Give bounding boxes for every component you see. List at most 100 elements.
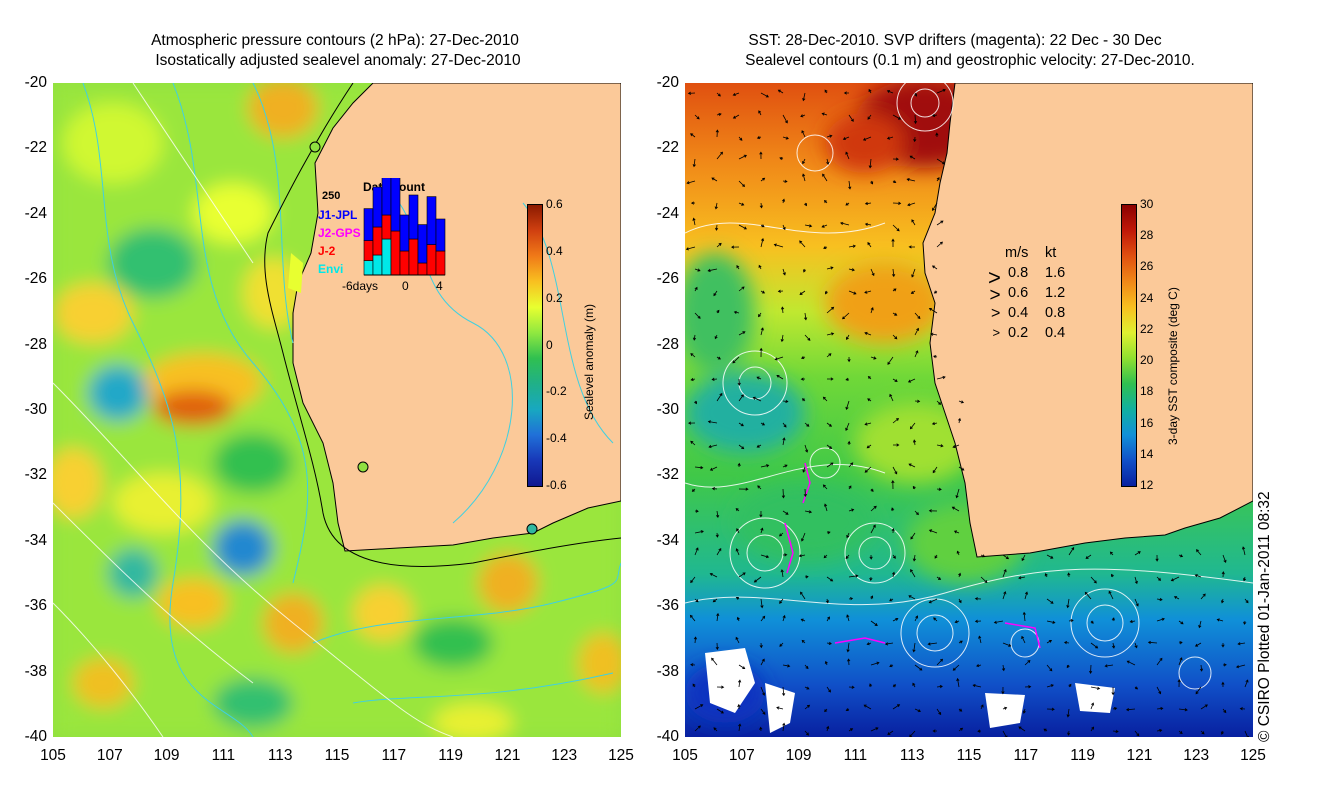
velocity-arrow xyxy=(716,309,720,314)
velocity-arrow xyxy=(866,444,872,449)
velocity-arrow xyxy=(780,306,785,314)
velocity-legend-arrow-icon: > xyxy=(991,305,1001,322)
tide-gauge-marker xyxy=(309,141,321,153)
left-pressure-contours xyxy=(82,83,621,737)
right-land xyxy=(922,83,1253,558)
velocity-arrow xyxy=(779,598,784,604)
velocity-arrow xyxy=(843,91,849,95)
velocity-arrow xyxy=(911,268,916,278)
velocity-arrow xyxy=(845,554,850,560)
velocity-arrow xyxy=(848,597,854,601)
velocity-arrow xyxy=(802,92,806,102)
velocity-arrow xyxy=(954,620,960,624)
velocity-arrow xyxy=(694,286,698,292)
velocity-arrow xyxy=(935,132,939,138)
velocity-legend-ms: 0.2 xyxy=(1008,325,1029,341)
velocity-arrow xyxy=(909,155,916,160)
velocity-arrow xyxy=(692,683,696,688)
velocity-arrow xyxy=(760,422,766,426)
velocity-arrow xyxy=(1156,686,1162,695)
velocity-arrow xyxy=(782,114,788,124)
histogram-legend-item: Envi xyxy=(318,262,344,276)
velocity-arrow xyxy=(867,398,872,402)
left-y-tick: -20 xyxy=(24,74,47,91)
left-shelf-contour xyxy=(264,83,621,567)
velocity-arrow xyxy=(758,264,762,270)
velocity-arrow xyxy=(933,617,938,622)
velocity-arrow xyxy=(911,219,916,226)
velocity-legend-unit-kt: kt xyxy=(1045,245,1057,261)
velocity-arrow xyxy=(848,290,857,295)
velocity-arrow xyxy=(1200,730,1205,735)
velocity-arrow xyxy=(735,548,740,556)
left-x-tick: 123 xyxy=(551,747,578,764)
velocity-arrow xyxy=(845,151,850,160)
velocity-arrow xyxy=(708,444,718,449)
right-x-tick: 123 xyxy=(1183,747,1210,764)
right-map-panel: m/s kt >0.8 1.6 >0.6 1.2 >0.4 0.8 >0.2 0.4 xyxy=(685,83,1253,737)
velocity-arrow xyxy=(848,114,854,122)
velocity-arrow xyxy=(936,241,943,248)
velocity-arrow xyxy=(1126,660,1136,666)
velocity-arrow xyxy=(823,199,828,204)
velocity-arrow xyxy=(892,704,901,710)
velocity-arrow xyxy=(1063,641,1070,645)
velocity-arrow xyxy=(694,725,701,732)
velocity-arrow xyxy=(976,664,982,668)
velocity-arrow xyxy=(933,290,938,294)
velocity-arrow xyxy=(1046,684,1054,688)
velocity-arrow xyxy=(936,684,943,689)
velocity-arrow xyxy=(914,327,919,336)
left-colorbar-label: Sealevel anomaly (m) xyxy=(582,303,596,420)
velocity-arrow xyxy=(804,202,807,207)
velocity-arrow xyxy=(1199,664,1204,672)
left_panel-colorbar-tick: -0.6 xyxy=(546,478,567,492)
velocity-arrow xyxy=(914,399,921,403)
velocity-arrow xyxy=(782,664,791,668)
velocity-arrow xyxy=(928,529,938,534)
velocity-arrow xyxy=(870,524,876,534)
velocity-arrow xyxy=(803,488,807,498)
velocity-arrow xyxy=(1134,686,1139,690)
velocity-arrow xyxy=(760,615,766,622)
velocity-arrow xyxy=(711,177,718,182)
velocity-arrow xyxy=(1066,598,1070,609)
velocity-arrow xyxy=(845,202,850,206)
velocity-arrow xyxy=(825,290,828,295)
velocity-arrow xyxy=(864,466,872,473)
velocity-arrow xyxy=(847,356,851,363)
velocity-arrow xyxy=(738,136,743,141)
velocity-arrow xyxy=(887,356,894,365)
velocity-arrow xyxy=(826,422,833,427)
left_panel-colorbar-tick: 0 xyxy=(546,337,553,352)
velocity-arrow xyxy=(690,353,696,358)
right-y-tick: -20 xyxy=(656,74,679,91)
velocity-arrow xyxy=(1068,619,1074,623)
velocity-arrow xyxy=(825,598,829,604)
velocity-arrow xyxy=(804,686,810,690)
velocity-arrow xyxy=(957,417,962,424)
velocity-legend-ms: 0.6 xyxy=(1008,285,1029,301)
velocity-arrow xyxy=(738,444,745,450)
velocity-arrow xyxy=(1021,635,1026,644)
velocity-arrow xyxy=(936,444,944,448)
right_panel-colorbar-tick: 14 xyxy=(1140,446,1154,461)
velocity-arrow xyxy=(930,332,938,336)
velocity-arrow xyxy=(780,334,784,343)
left-title-line2: Isostatically adjusted sealevel anomaly:… xyxy=(155,52,521,69)
velocity-arrow xyxy=(1195,686,1202,695)
velocity-arrow xyxy=(884,642,894,646)
velocity-arrow xyxy=(908,245,916,249)
right_panel-colorbar-tick: 12 xyxy=(1140,478,1154,492)
velocity-arrow xyxy=(733,310,740,314)
velocity-arrow xyxy=(782,464,788,468)
velocity-arrow xyxy=(694,465,704,470)
velocity-arrow xyxy=(952,664,960,671)
velocity-arrow xyxy=(936,88,946,94)
velocity-arrow xyxy=(845,377,850,381)
velocity-arrow xyxy=(869,683,873,688)
velocity-legend-kt: 0.4 xyxy=(1045,325,1066,341)
velocity-arrow xyxy=(1156,576,1162,581)
velocity-arrow xyxy=(781,488,786,499)
